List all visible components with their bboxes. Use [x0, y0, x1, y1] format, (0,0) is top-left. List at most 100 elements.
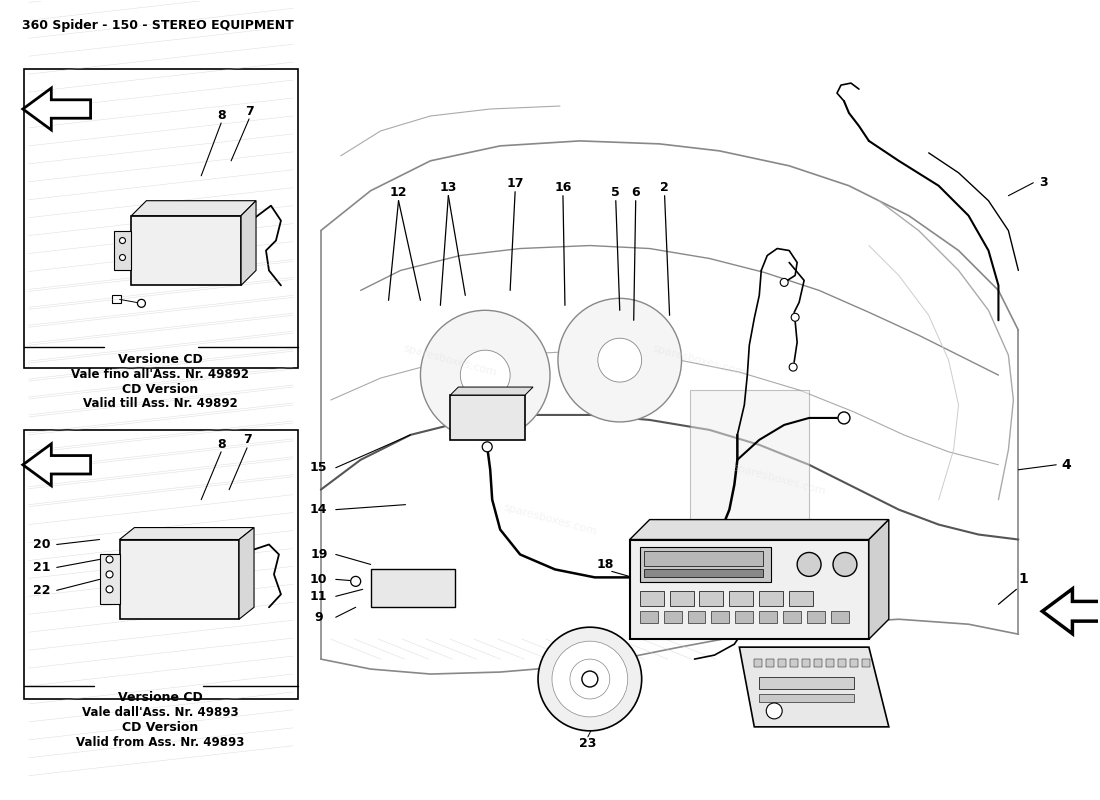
Bar	[644, 570, 763, 578]
Bar	[814, 659, 822, 667]
Bar	[838, 659, 846, 667]
Text: Versione CD: Versione CD	[118, 353, 202, 366]
Bar	[132, 216, 241, 286]
Circle shape	[582, 671, 597, 687]
Circle shape	[791, 314, 799, 322]
Text: Valid till Ass. Nr. 49892: Valid till Ass. Nr. 49892	[82, 398, 238, 410]
Text: 8: 8	[217, 110, 226, 122]
Bar	[113, 230, 132, 270]
Text: sparesboxes.com: sparesboxes.com	[732, 462, 827, 497]
Polygon shape	[132, 201, 256, 216]
Text: Vale fino all'Ass. Nr. 49892: Vale fino all'Ass. Nr. 49892	[72, 367, 250, 381]
Polygon shape	[869, 519, 889, 639]
Text: 8: 8	[217, 438, 226, 451]
Text: 4: 4	[1062, 458, 1071, 472]
Bar	[450, 395, 525, 440]
Circle shape	[106, 571, 113, 578]
Bar	[688, 611, 705, 623]
Bar	[663, 611, 682, 623]
Bar	[862, 659, 870, 667]
Text: 1: 1	[1019, 572, 1028, 586]
Bar	[789, 591, 813, 606]
Circle shape	[833, 553, 857, 576]
Circle shape	[372, 590, 379, 598]
Text: 10: 10	[310, 573, 328, 586]
Polygon shape	[241, 201, 256, 286]
Text: 6: 6	[631, 186, 640, 199]
Text: 18: 18	[596, 558, 614, 571]
Circle shape	[780, 278, 789, 286]
Bar	[729, 591, 754, 606]
Text: 9: 9	[315, 610, 323, 624]
Text: Valid from Ass. Nr. 49893: Valid from Ass. Nr. 49893	[76, 736, 244, 750]
Text: 11: 11	[310, 590, 328, 603]
Bar	[111, 295, 121, 303]
Bar	[802, 659, 810, 667]
Circle shape	[351, 576, 361, 586]
Text: 360 Spider - 150 - STEREO EQUIPMENT: 360 Spider - 150 - STEREO EQUIPMENT	[22, 19, 294, 32]
Text: sparesboxes.com: sparesboxes.com	[403, 343, 498, 378]
Polygon shape	[239, 527, 254, 619]
Bar	[755, 659, 762, 667]
Bar	[644, 551, 763, 566]
Circle shape	[558, 298, 682, 422]
Bar	[629, 539, 869, 639]
Circle shape	[838, 412, 850, 424]
Bar	[371, 570, 455, 607]
Text: 15: 15	[310, 462, 328, 474]
Polygon shape	[120, 527, 254, 539]
Text: 2: 2	[660, 182, 669, 194]
Polygon shape	[1043, 589, 1100, 634]
Text: 7: 7	[244, 105, 253, 118]
Text: 23: 23	[580, 738, 596, 750]
Bar	[759, 677, 854, 689]
Text: sparesboxes.com: sparesboxes.com	[651, 343, 747, 378]
Text: 16: 16	[554, 182, 572, 194]
Bar	[640, 547, 771, 582]
Text: 12: 12	[389, 186, 407, 199]
Polygon shape	[23, 88, 90, 130]
Circle shape	[120, 254, 125, 261]
Polygon shape	[629, 519, 889, 539]
Circle shape	[798, 553, 821, 576]
Circle shape	[597, 338, 641, 382]
Text: 14: 14	[310, 503, 328, 516]
Bar	[690, 390, 810, 570]
Bar	[640, 591, 663, 606]
Text: 21: 21	[33, 561, 51, 574]
Bar	[759, 591, 783, 606]
Circle shape	[460, 350, 510, 400]
Circle shape	[106, 556, 113, 563]
Text: 17: 17	[506, 178, 524, 190]
Circle shape	[138, 299, 145, 307]
Polygon shape	[739, 647, 889, 727]
Text: Vale dall'Ass. Nr. 49893: Vale dall'Ass. Nr. 49893	[82, 706, 239, 719]
Bar	[759, 611, 778, 623]
Polygon shape	[450, 387, 534, 395]
Polygon shape	[23, 444, 90, 486]
Bar	[736, 611, 754, 623]
Text: sparesboxes.com: sparesboxes.com	[503, 502, 597, 537]
Text: 3: 3	[1040, 176, 1047, 190]
Text: 20: 20	[33, 538, 51, 551]
Bar	[807, 611, 825, 623]
Bar	[24, 69, 298, 368]
Text: 5: 5	[612, 186, 620, 199]
Circle shape	[420, 310, 550, 440]
Bar	[783, 611, 801, 623]
Circle shape	[120, 238, 125, 243]
Circle shape	[570, 659, 609, 699]
Bar	[778, 659, 786, 667]
Bar	[120, 539, 239, 619]
Bar	[767, 659, 774, 667]
Bar	[850, 659, 858, 667]
Circle shape	[552, 641, 628, 717]
Text: Versione CD: Versione CD	[118, 691, 202, 705]
Bar	[830, 611, 849, 623]
Bar	[640, 611, 658, 623]
Bar	[790, 659, 799, 667]
Text: CD Version: CD Version	[122, 722, 198, 734]
Text: 22: 22	[33, 584, 51, 597]
Circle shape	[106, 586, 113, 593]
Circle shape	[767, 703, 782, 719]
